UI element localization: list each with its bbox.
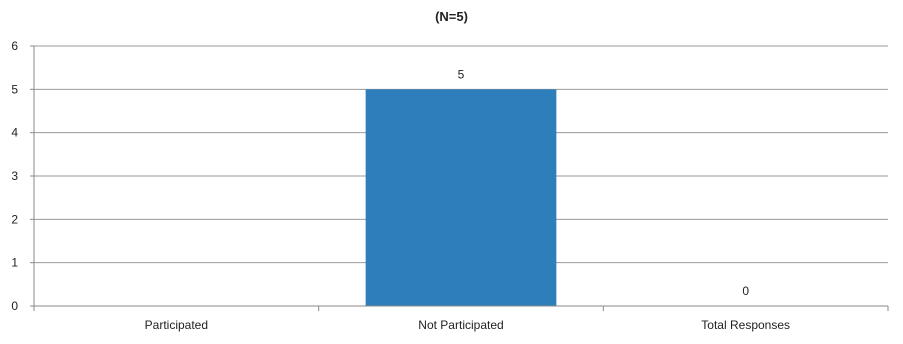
x-category-label: Participated [145,318,208,332]
y-tick-label: 0 [11,299,18,313]
chart-title: (N=5) [435,9,468,24]
y-tick-label: 5 [11,82,18,96]
bars [365,89,557,306]
y-tick-label: 2 [11,212,18,226]
bar-not-participated [365,89,557,306]
labels: 0 1 2 3 4 5 6 Participated 5 Not Participated 0 Tot… [11,39,790,332]
data-label: 0 [742,284,749,298]
y-tick-label: 4 [11,126,18,140]
x-category-label: Total Responses [701,318,790,332]
y-tick-label: 1 [11,256,18,270]
y-tick-label: 6 [11,39,18,53]
x-category-label: Not Participated [418,318,503,332]
y-tick-label: 3 [11,169,18,183]
data-label: 5 [458,67,465,81]
axes [30,45,889,311]
